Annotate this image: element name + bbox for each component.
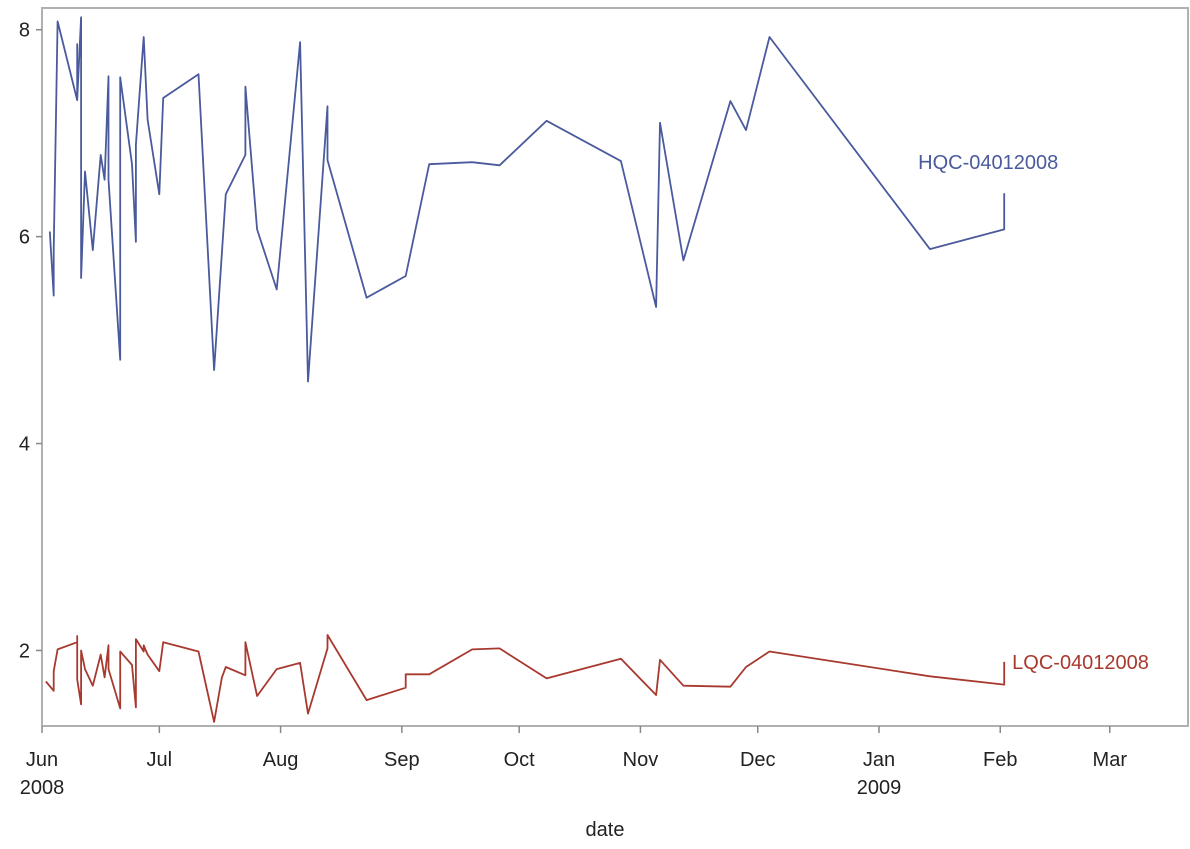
- y-tick-label: 8: [19, 20, 30, 42]
- y-tick-label: 2: [19, 640, 30, 662]
- y-tick-label: 6: [19, 227, 30, 249]
- x-tick-label: Aug: [263, 749, 299, 771]
- series-line: [48, 16, 1006, 383]
- x-axis-label: date: [586, 819, 625, 841]
- series-line: [45, 634, 1006, 723]
- x-tick-label: Jul: [147, 749, 173, 771]
- x-tick-label: Mar: [1093, 749, 1128, 771]
- x-tick-label: Nov: [623, 749, 659, 771]
- series-label: HQC-04012008: [918, 152, 1058, 174]
- x-tick-label: Jun 2008: [20, 749, 65, 799]
- x-tick-label: Feb: [983, 749, 1017, 771]
- x-tick-label: Oct: [504, 749, 536, 771]
- x-tick-label: Sep: [384, 749, 420, 771]
- series-label: LQC-04012008: [1012, 652, 1149, 674]
- y-tick-label: 4: [19, 434, 30, 456]
- plot-frame: [41, 7, 1189, 727]
- x-tick-label: Jan 2009: [857, 749, 902, 799]
- x-tick-label: Dec: [740, 749, 776, 771]
